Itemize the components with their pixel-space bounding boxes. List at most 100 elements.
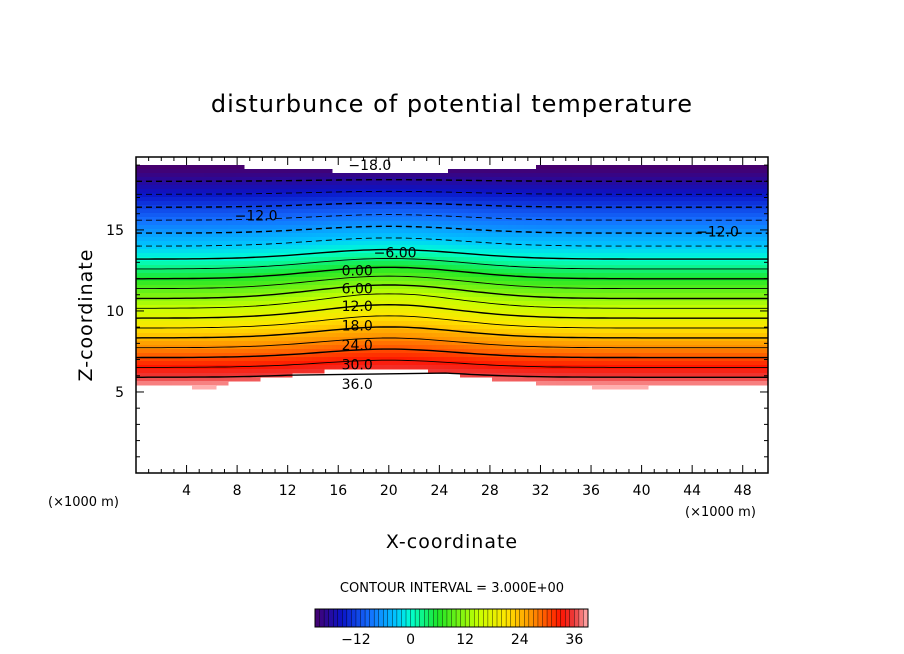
- colorbar-cell: [319, 608, 325, 628]
- colorbar-cell: [542, 608, 548, 628]
- contour-line: [136, 293, 768, 309]
- colorbar-cell: [524, 608, 530, 628]
- colorbar-cell: [474, 608, 480, 628]
- colorbar-cell: [555, 608, 562, 628]
- colorbar-cell: [537, 608, 544, 628]
- chart-title: disturbunce of potential temperature: [211, 90, 693, 118]
- contour-line: [136, 190, 768, 195]
- colorbar-cell: [569, 608, 575, 628]
- colorbar-cell: [560, 608, 566, 628]
- x-tick-label: 48: [734, 483, 752, 499]
- contour-label: 12.0: [342, 299, 373, 315]
- colorbar-cell: [355, 608, 362, 628]
- x-unit-left: (×1000 m): [48, 495, 119, 510]
- colorbar-tick-label: 0: [406, 632, 415, 648]
- contour-line: [136, 237, 768, 247]
- contour-line: [136, 202, 768, 208]
- colorbar-cell: [455, 608, 462, 628]
- colorbar-cell: [515, 608, 521, 628]
- colorbar: [314, 608, 589, 628]
- x-tick-label: 40: [633, 483, 651, 499]
- contour-line: [136, 303, 768, 319]
- colorbar-cell: [578, 608, 584, 628]
- colorbar-cell: [510, 608, 516, 628]
- colorbar-cell: [314, 608, 321, 628]
- x-tick-label: 8: [233, 483, 242, 499]
- contour-line: [136, 248, 768, 260]
- colorbar-cell: [360, 608, 366, 628]
- colorbar-cell: [496, 608, 503, 628]
- colorbar-tick-label: 24: [511, 632, 529, 648]
- contour-interval-text: CONTOUR INTERVAL = 3.000E+00: [340, 581, 564, 596]
- x-tick-label: 4: [182, 483, 191, 499]
- contour-label: −6.00: [374, 246, 417, 262]
- colorbar-cell: [369, 608, 375, 628]
- contour-line: [136, 326, 768, 339]
- colorbar-cell: [405, 608, 412, 628]
- colorbar-cell: [501, 608, 507, 628]
- contour-line: [136, 372, 768, 378]
- colorbar-cell: [492, 608, 498, 628]
- contour-label: −18.0: [348, 158, 391, 174]
- colorbar-cell: [442, 608, 448, 628]
- colorbar-cell: [373, 608, 380, 628]
- colorbar-tick-label: 12: [456, 632, 474, 648]
- colorbar-cell: [437, 608, 443, 628]
- colorbar-cell: [469, 608, 475, 628]
- colorbar-cell: [533, 608, 539, 628]
- y-tick-label: 10: [106, 304, 124, 320]
- colorbar-cell: [410, 608, 416, 628]
- colorbar-cell: [342, 608, 348, 628]
- colorbar-cell: [333, 608, 339, 628]
- x-tick-label: 24: [430, 483, 448, 499]
- contour-label: 24.0: [342, 338, 373, 354]
- x-tick-label: 20: [380, 483, 398, 499]
- x-tick-label: 32: [532, 483, 550, 499]
- colorbar-cell: [401, 608, 407, 628]
- x-tick-label: 28: [481, 483, 499, 499]
- colorbar-cell: [483, 608, 489, 628]
- colorbar-cell: [323, 608, 330, 628]
- colorbar-cell: [387, 608, 393, 628]
- y-tick-label: 15: [106, 223, 124, 239]
- contour-line: [136, 284, 768, 300]
- colorbar-cell: [565, 608, 571, 628]
- x-tick-label: 36: [582, 483, 600, 499]
- x-axis-label: X-coordinate: [386, 531, 518, 553]
- colorbar-cell: [487, 608, 493, 628]
- colorbar-cell: [414, 608, 421, 628]
- contour-labels: −18.0 −12.0 −12.0 −6.000.00 6.00 12.0 18.0 24.0…: [235, 158, 739, 393]
- colorbar-labels: −12 0 12 24 36: [341, 632, 583, 648]
- colorbar-cell: [378, 608, 384, 628]
- colorbar-cell: [546, 608, 553, 628]
- colorbar-cell: [464, 608, 471, 628]
- colorbar-cell: [460, 608, 466, 628]
- colorbar-cell: [446, 608, 453, 628]
- colorbar-cell: [574, 608, 580, 628]
- contour-label: 6.00: [342, 281, 373, 297]
- x-tick-label: 16: [329, 483, 347, 499]
- contour-line: [136, 315, 768, 329]
- contour-line: [136, 348, 768, 359]
- contour-line: [136, 214, 768, 221]
- contour-lines: [136, 178, 768, 378]
- colorbar-cell: [351, 608, 357, 628]
- x-tick-label: 44: [683, 483, 701, 499]
- colorbar-cell: [337, 608, 343, 628]
- contour-label: 18.0: [342, 319, 373, 335]
- contour-label: 36.0: [342, 377, 373, 393]
- colorbar-cell: [428, 608, 434, 628]
- contour-line: [136, 337, 768, 349]
- y-tick-label: 5: [115, 385, 124, 401]
- contour-line: [136, 266, 768, 280]
- colorbar-cell: [519, 608, 525, 628]
- contour-line: [136, 257, 768, 270]
- colorbar-tick-label: −12: [341, 632, 371, 648]
- contour-line: [136, 178, 768, 183]
- colorbar-cell: [419, 608, 425, 628]
- colorbar-cell: [451, 608, 457, 628]
- colorbar-cell: [392, 608, 398, 628]
- contour-label: −12.0: [696, 225, 739, 241]
